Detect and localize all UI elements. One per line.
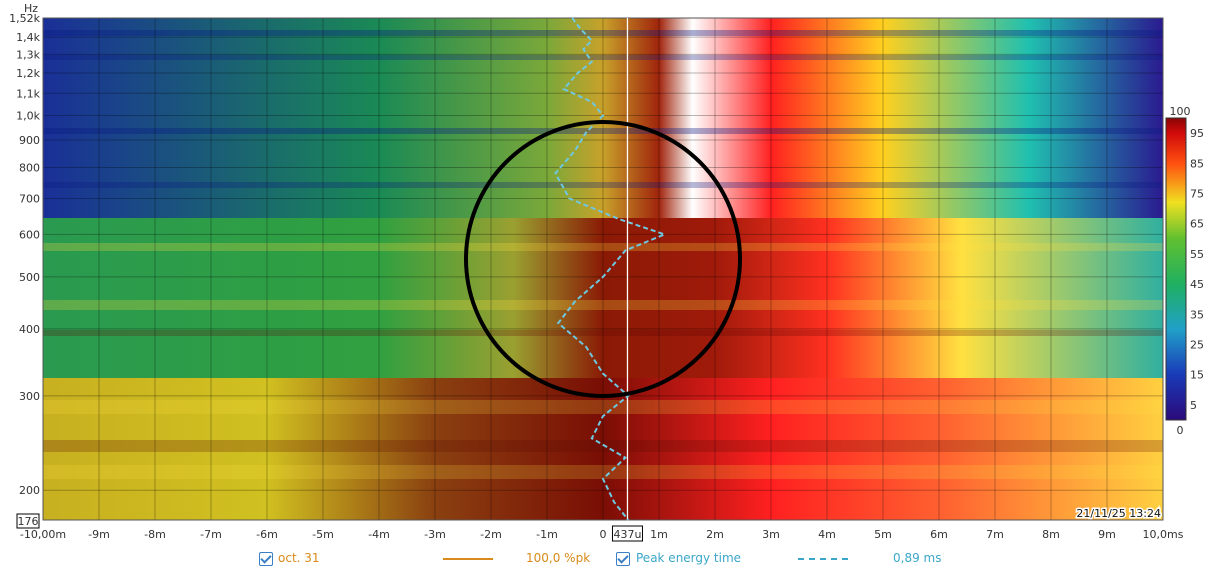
heatmap-area <box>43 18 1163 520</box>
colorbar-tick-label: 85 <box>1190 157 1204 170</box>
x-tick-label: -6m <box>256 528 278 541</box>
colorbar-tick-label: 35 <box>1190 308 1204 321</box>
y-tick-label: 1,52k <box>9 12 40 25</box>
x-tick-label: 10,0ms <box>1143 528 1184 541</box>
legend-oct-value: 100,0 %pk <box>526 551 591 565</box>
x-tick-label: -4m <box>368 528 390 541</box>
plot-frame <box>42 17 1164 521</box>
x-tick-label: -1m <box>536 528 558 541</box>
x-tick-label: -9m <box>88 528 110 541</box>
colorbar-tick-label: 5 <box>1190 399 1197 412</box>
y-tick-label: 700 <box>19 193 40 206</box>
legend: oct. 31 100,0 %pk Peak energy time 0,89 … <box>0 549 1221 569</box>
y-tick-label: 500 <box>19 271 40 284</box>
colorbar-tick-label: 0 <box>1177 424 1184 437</box>
y-tick-label: 200 <box>19 484 40 497</box>
x-axis-ticks: -10,00m -9m -8m -7m -6m -5m -4m -3m -2m -1m 0 1m 2m 3… <box>20 528 1184 541</box>
x-tick-label: 1m <box>650 528 668 541</box>
y-tick-label: 300 <box>19 390 40 403</box>
x-tick-label: -7m <box>200 528 222 541</box>
x-tick-label: -8m <box>144 528 166 541</box>
colorbar-tick-label: 75 <box>1190 188 1204 201</box>
y-tick-label: 1,1k <box>16 87 40 100</box>
colorbar-tick-label: 100 <box>1170 105 1191 118</box>
legend-oct-swatch <box>443 558 493 560</box>
colorbar-tick-label: 55 <box>1190 248 1204 261</box>
x-tick-label: 6m <box>930 528 948 541</box>
peak-energy-checkbox[interactable] <box>616 552 630 566</box>
colorbar-tick-label: 95 <box>1190 127 1204 140</box>
colorbar-tick-label: 65 <box>1190 218 1204 231</box>
spectrogram-chart[interactable]: -10,00m -9m -8m -7m -6m -5m -4m -3m -2m -1m 0 1m 2m 3… <box>0 0 1221 549</box>
x-tick-label: 7m <box>986 528 1004 541</box>
y-min-box <box>16 513 40 529</box>
y-tick-label: 1,4k <box>16 31 40 44</box>
x-tick-label: 3m <box>762 528 780 541</box>
y-tick-label: 600 <box>19 228 40 241</box>
legend-peak-label: Peak energy time <box>636 551 742 565</box>
timestamp: 21/11/25 13:24 <box>1076 507 1161 520</box>
y-tick-label: 800 <box>19 161 40 174</box>
y-min-label: 176 <box>16 513 40 529</box>
oct-checkbox[interactable] <box>259 552 273 566</box>
x-tick-label: -2m <box>480 528 502 541</box>
colorbar-tick-label: 15 <box>1190 369 1204 382</box>
colorbar-ticks: 100 95 85 75 65 55 45 35 25 15 50 <box>1170 105 1205 437</box>
y-axis-label: Hz <box>24 2 38 15</box>
y-tick-label: 1,2k <box>16 67 40 80</box>
y-tick-label: 1,3k <box>16 48 40 61</box>
y-axis-ticks: 1,52k 1,4k 1,3k 1,2k 1,1k 1,0k 900 800 700 600 500… <box>9 12 40 497</box>
legend-peak-swatch <box>798 558 848 560</box>
x-tick-label: -3m <box>424 528 446 541</box>
x-tick-label: 5m <box>874 528 892 541</box>
legend-peak-value: 0,89 ms <box>893 551 942 565</box>
x-tick-label: -10,00m <box>20 528 66 541</box>
time-cursor[interactable]: 437u <box>611 18 643 542</box>
y-tick-label: 400 <box>19 323 40 336</box>
cursor-box <box>611 525 643 542</box>
x-tick-label: 9m <box>1098 528 1116 541</box>
colorbar-tick-label: 25 <box>1190 339 1204 352</box>
x-tick-label: 8m <box>1042 528 1060 541</box>
colorbar <box>1165 117 1187 421</box>
x-tick-label: 2m <box>706 528 724 541</box>
cursor-value: 437u <box>613 528 641 541</box>
y-tick-label: 1,0k <box>16 109 40 122</box>
x-tick-label: 0 <box>600 528 607 541</box>
colorbar-tick-label: 45 <box>1190 278 1204 291</box>
legend-oct-label: oct. 31 <box>278 551 320 565</box>
y-min-text: 176 <box>18 515 39 528</box>
peak-energy-time-line <box>554 17 668 521</box>
y-tick-label: 900 <box>19 134 40 147</box>
annotation-circle <box>464 119 742 398</box>
x-tick-label: 4m <box>818 528 836 541</box>
x-tick-label: -5m <box>312 528 334 541</box>
